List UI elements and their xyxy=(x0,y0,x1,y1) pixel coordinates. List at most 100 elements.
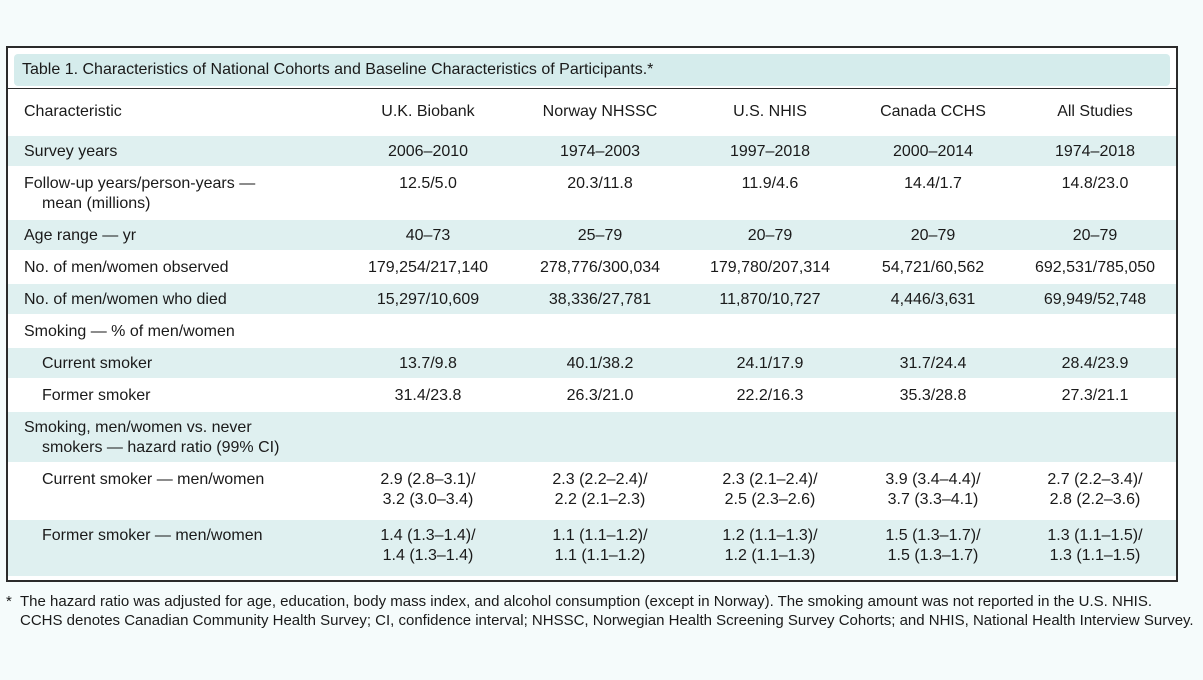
cell-value: 35.3/28.8 xyxy=(899,387,967,404)
table-cell: 20–79 xyxy=(848,226,1018,246)
table-cell: 1974–2018 xyxy=(1010,142,1180,162)
cell-value: 2.3 (2.1–2.4)/ xyxy=(722,471,818,488)
cell-value: 40–73 xyxy=(405,227,451,244)
footnote-text: The hazard ratio was adjusted for age, e… xyxy=(20,593,1194,629)
cell-value: 1.1 (1.1–1.2)/ xyxy=(552,527,648,544)
row-label-line: mean (millions) xyxy=(42,195,151,212)
cell-value: 2006–2010 xyxy=(387,143,469,160)
table-row: Current smoker — men/women 2.9 (2.8–3.1)/… xyxy=(8,464,1176,518)
cell-value: 20–79 xyxy=(1072,227,1118,244)
cell-value: 179,780/207,314 xyxy=(709,259,831,276)
row-label-line: No. of men/women who died xyxy=(24,291,227,308)
header-col-canada-cchs: Canada CCHS xyxy=(880,103,986,120)
table-cell: 15,297/10,609 xyxy=(343,290,513,310)
cell-value: 20–79 xyxy=(910,227,956,244)
row-label: Current smoker xyxy=(42,354,362,374)
table-cell: 14.4/1.7 xyxy=(848,174,1018,194)
table-cell: 24.1/17.9 xyxy=(685,354,855,374)
table-cell: 20.3/11.8 xyxy=(515,174,685,194)
table-cell: 38,336/27,781 xyxy=(515,290,685,310)
table-cell: 4,446/3,631 xyxy=(848,290,1018,310)
cell-value: 1974–2003 xyxy=(559,143,641,160)
row-label: Smoking, men/women vs. never smokers — ha… xyxy=(24,418,344,458)
table-cell: 40.1/38.2 xyxy=(515,354,685,374)
table-row: Former smoker — men/women 1.4 (1.3–1.4)/1… xyxy=(8,520,1176,576)
header-col-us-nhis: U.S. NHIS xyxy=(733,103,807,120)
cell-value: 54,721/60,562 xyxy=(881,259,985,276)
table-row: No. of men/women observed 179,254/217,140… xyxy=(8,252,1176,282)
cell-value: 26.3/21.0 xyxy=(566,387,634,404)
row-label: Current smoker — men/women xyxy=(42,470,362,490)
row-label-line: Former smoker xyxy=(42,387,151,404)
table-cell: 1.5 (1.3–1.7)/ 1.5 (1.3–1.7) xyxy=(848,526,1018,566)
header-col-norway-nhssc: Norway NHSSC xyxy=(542,103,658,120)
cell-value: 28.4/23.9 xyxy=(1061,355,1129,372)
cell-value: 11,870/10,727 xyxy=(719,291,821,308)
table-cell: 2.3 (2.1–2.4)/ 2.5 (2.3–2.6) xyxy=(685,470,855,510)
cell-value: 14.8/23.0 xyxy=(1061,175,1129,192)
cell-value: 2.9 (2.8–3.1)/ xyxy=(380,471,476,488)
cell-value: 24.1/17.9 xyxy=(736,355,804,372)
cell-value: 25–79 xyxy=(577,227,623,244)
row-label-line: Smoking — % of men/women xyxy=(24,323,235,340)
cell-value: 69,949/52,748 xyxy=(1043,291,1147,308)
cell-value: 12.5/5.0 xyxy=(399,175,457,192)
row-label: Former smoker — men/women xyxy=(42,526,362,546)
table-cell: 27.3/21.1 xyxy=(1010,386,1180,406)
table-cell: 692,531/785,050 xyxy=(1010,258,1180,278)
table-row: Smoking — % of men/women xyxy=(8,316,1176,346)
table-cell: 1.3 (1.1–1.5)/ 1.3 (1.1–1.5) xyxy=(1010,526,1180,566)
table-title: Table 1. Characteristics of National Coh… xyxy=(14,54,1170,86)
cell-value: 1.1 (1.1–1.2) xyxy=(554,547,646,564)
table-cell: 2.7 (2.2–3.4)/ 2.8 (2.2–3.6) xyxy=(1010,470,1180,510)
table-row: Age range — yr 40–73 25–79 20–79 20–79 20–79 xyxy=(8,220,1176,250)
row-label-line: smokers — hazard ratio (99% CI) xyxy=(42,439,280,456)
row-label-line: Follow-up years/person-years — xyxy=(24,175,256,192)
cell-value: 1.5 (1.3–1.7)/ xyxy=(885,527,981,544)
table-cell: 1.2 (1.1–1.3)/ 1.2 (1.1–1.3) xyxy=(685,526,855,566)
cell-value: 1997–2018 xyxy=(729,143,811,160)
row-label: Follow-up years/person-years — mean (mill… xyxy=(24,174,344,214)
table-cell: 54,721/60,562 xyxy=(848,258,1018,278)
row-label-line: Age range — yr xyxy=(24,227,137,244)
header-col-uk-biobank: U.K. Biobank xyxy=(381,103,475,120)
table-cell: 28.4/23.9 xyxy=(1010,354,1180,374)
table-cell: 2.9 (2.8–3.1)/ 3.2 (3.0–3.4) xyxy=(343,470,513,510)
row-label-line: Current smoker xyxy=(42,355,153,372)
table-cell: 11,870/10,727 xyxy=(685,290,855,310)
cell-value: 11.9/4.6 xyxy=(741,175,799,192)
table-cell: 1.4 (1.3–1.4)/ 1.4 (1.3–1.4) xyxy=(343,526,513,566)
cell-value: 2.8 (2.2–3.6) xyxy=(1049,491,1141,508)
row-label: Age range — yr xyxy=(24,226,344,246)
table-cell: 278,776/300,034 xyxy=(515,258,685,278)
table-cell: 179,780/207,314 xyxy=(685,258,855,278)
cell-value: 1.3 (1.1–1.5)/ xyxy=(1047,527,1143,544)
table-row: Former smoker 31.4/23.8 26.3/21.0 22.2/16.3… xyxy=(8,380,1176,410)
cell-value: 3.2 (3.0–3.4) xyxy=(382,491,474,508)
table-footnote: * The hazard ratio was adjusted for age,… xyxy=(6,592,1196,630)
cell-value: 22.2/16.3 xyxy=(736,387,804,404)
cell-value: 15,297/10,609 xyxy=(376,291,480,308)
cell-value: 1.2 (1.1–1.3) xyxy=(724,547,816,564)
table-cell: 20–79 xyxy=(685,226,855,246)
row-label: Smoking — % of men/women xyxy=(24,322,344,342)
footnote-mark: * xyxy=(6,593,12,610)
cell-value: 278,776/300,034 xyxy=(539,259,661,276)
cell-value: 1974–2018 xyxy=(1054,143,1136,160)
row-label: Former smoker xyxy=(42,386,362,406)
row-label: No. of men/women who died xyxy=(24,290,344,310)
table-cell: 26.3/21.0 xyxy=(515,386,685,406)
cell-value: 40.1/38.2 xyxy=(566,355,634,372)
table-row: Survey years 2006–2010 1974–2003 1997–2018 2… xyxy=(8,136,1176,166)
cell-value: 1.4 (1.3–1.4)/ xyxy=(380,527,476,544)
row-label-line: No. of men/women observed xyxy=(24,259,229,276)
cell-value: 31.7/24.4 xyxy=(899,355,967,372)
cell-value: 1.2 (1.1–1.3)/ xyxy=(722,527,818,544)
table-row: No. of men/women who died 15,297/10,609 38… xyxy=(8,284,1176,314)
cell-value: 27.3/21.1 xyxy=(1061,387,1129,404)
table-row: Smoking, men/women vs. never smokers — ha… xyxy=(8,412,1176,462)
table-cell: 2000–2014 xyxy=(848,142,1018,162)
table-cell: 1997–2018 xyxy=(685,142,855,162)
table-row: Current smoker 13.7/9.8 40.1/38.2 24.1/17.9… xyxy=(8,348,1176,378)
cell-value: 1.4 (1.3–1.4) xyxy=(382,547,474,564)
